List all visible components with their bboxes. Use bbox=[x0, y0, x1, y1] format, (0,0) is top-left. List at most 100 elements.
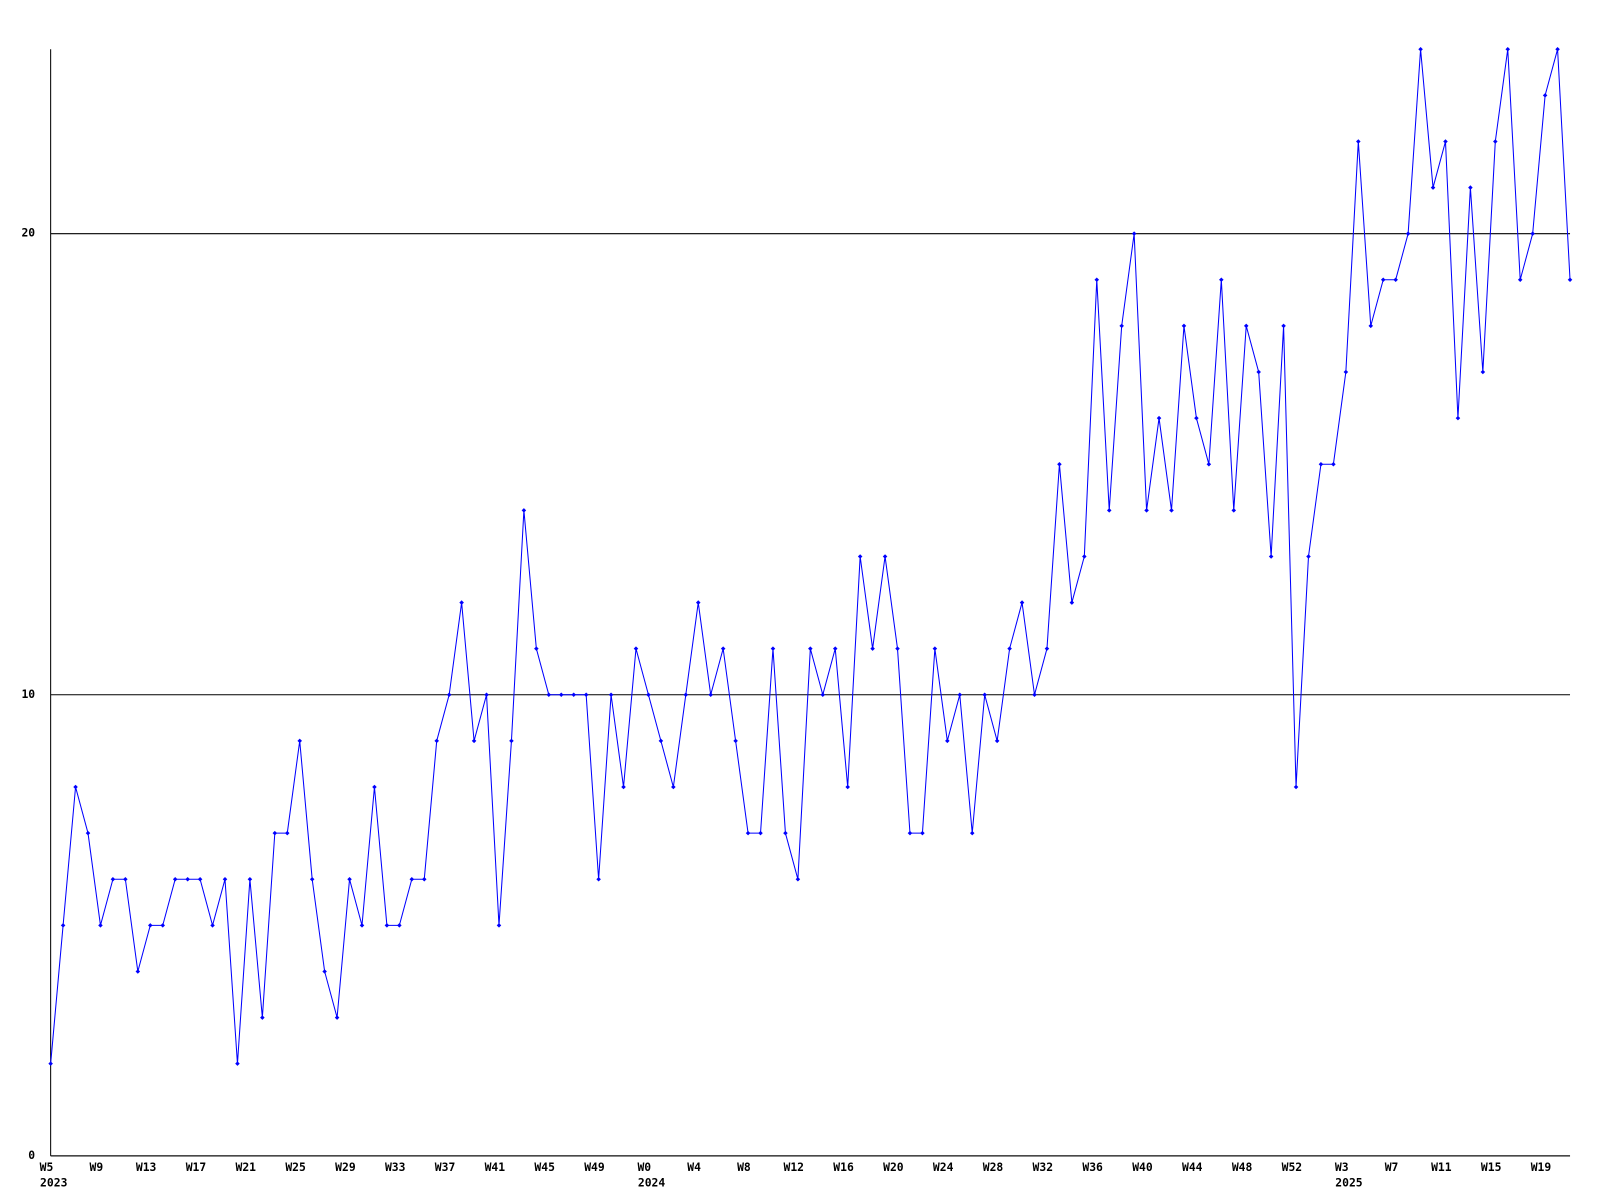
point-marker bbox=[820, 692, 826, 698]
x-tick-label: W24 bbox=[933, 1160, 954, 1174]
point-marker bbox=[521, 508, 527, 513]
point-marker bbox=[284, 830, 290, 836]
point-marker bbox=[783, 830, 788, 836]
point-marker bbox=[683, 692, 689, 698]
point-marker bbox=[1405, 231, 1411, 236]
point-marker bbox=[558, 692, 564, 698]
point-marker bbox=[1169, 508, 1174, 513]
point-marker bbox=[708, 692, 713, 698]
x-tick-label: W3 bbox=[1335, 1160, 1349, 1174]
point-marker bbox=[857, 554, 863, 559]
x-tick-label: W0 bbox=[637, 1160, 651, 1174]
x-tick-label: W33 bbox=[385, 1160, 406, 1174]
point-marker bbox=[1069, 600, 1075, 605]
point-marker bbox=[1418, 46, 1423, 52]
point-marker bbox=[633, 646, 639, 651]
point-marker bbox=[546, 692, 552, 698]
point-marker bbox=[1293, 784, 1299, 790]
point-marker bbox=[770, 646, 776, 651]
point-marker bbox=[1356, 139, 1361, 144]
point-marker bbox=[160, 923, 166, 928]
point-marker bbox=[808, 646, 813, 651]
point-marker bbox=[1343, 369, 1349, 375]
point-marker bbox=[384, 923, 390, 928]
point-marker bbox=[60, 923, 66, 928]
point-marker bbox=[509, 738, 514, 744]
x-tick-label: W4 bbox=[687, 1160, 701, 1174]
point-marker bbox=[434, 738, 439, 744]
point-marker bbox=[1231, 508, 1237, 513]
point-marker bbox=[832, 646, 838, 651]
point-marker bbox=[334, 1015, 340, 1020]
point-marker bbox=[1281, 323, 1286, 329]
point-marker bbox=[496, 923, 502, 928]
point-marker bbox=[1156, 415, 1162, 421]
x-tick-label: W40 bbox=[1132, 1160, 1153, 1174]
point-marker bbox=[397, 923, 402, 928]
x-tick-label: W21 bbox=[236, 1160, 257, 1174]
point-marker bbox=[1206, 461, 1212, 467]
point-marker bbox=[994, 738, 1000, 744]
point-marker bbox=[621, 784, 626, 790]
point-marker bbox=[1144, 508, 1149, 513]
point-marker bbox=[1181, 323, 1187, 329]
point-marker bbox=[372, 784, 377, 790]
point-marker bbox=[969, 830, 975, 836]
y-tick-label: 20 bbox=[21, 226, 35, 240]
x-tick-label: W44 bbox=[1182, 1160, 1203, 1174]
point-marker bbox=[870, 646, 875, 651]
x-tick-label: W15 bbox=[1481, 1160, 1502, 1174]
point-marker bbox=[272, 830, 278, 836]
point-marker bbox=[720, 646, 726, 651]
point-marker bbox=[1032, 692, 1037, 698]
point-marker bbox=[235, 1061, 240, 1066]
point-marker bbox=[484, 692, 489, 698]
point-marker bbox=[98, 923, 103, 928]
point-marker bbox=[459, 600, 464, 605]
point-marker bbox=[1318, 461, 1324, 467]
point-marker bbox=[1119, 323, 1124, 329]
point-marker bbox=[1542, 93, 1548, 98]
year-label: 2025 bbox=[1335, 1176, 1363, 1190]
point-marker bbox=[733, 738, 738, 744]
y-tick-label: 0 bbox=[28, 1148, 35, 1162]
point-marker bbox=[1019, 600, 1025, 605]
point-marker bbox=[260, 1015, 265, 1020]
point-marker bbox=[210, 923, 215, 928]
point-marker bbox=[646, 692, 651, 698]
x-tick-label: W16 bbox=[833, 1160, 854, 1174]
point-marker bbox=[1331, 461, 1336, 467]
point-marker bbox=[222, 876, 228, 882]
x-tick-label: W9 bbox=[89, 1160, 103, 1174]
point-marker bbox=[185, 876, 190, 882]
point-marker bbox=[1219, 277, 1224, 283]
x-tick-label: W28 bbox=[983, 1160, 1004, 1174]
point-marker bbox=[1443, 139, 1448, 144]
x-tick-label: W41 bbox=[485, 1160, 506, 1174]
x-tick-label: W49 bbox=[584, 1160, 605, 1174]
x-tick-label: W52 bbox=[1282, 1160, 1303, 1174]
point-marker bbox=[347, 876, 352, 882]
point-marker bbox=[1480, 369, 1486, 375]
point-marker bbox=[446, 692, 452, 698]
point-marker bbox=[1194, 415, 1199, 421]
point-marker bbox=[1243, 323, 1249, 329]
point-marker bbox=[1555, 46, 1560, 52]
point-marker bbox=[695, 600, 701, 605]
point-marker bbox=[1007, 646, 1012, 651]
point-marker bbox=[596, 876, 601, 882]
point-marker bbox=[309, 876, 315, 882]
x-tick-label: W20 bbox=[883, 1160, 904, 1174]
point-marker bbox=[920, 830, 925, 836]
point-marker bbox=[571, 692, 576, 698]
year-label: 2024 bbox=[638, 1176, 666, 1190]
point-marker bbox=[1368, 323, 1374, 329]
point-marker bbox=[658, 738, 664, 744]
point-marker bbox=[471, 738, 477, 744]
point-marker bbox=[945, 738, 950, 744]
point-marker bbox=[583, 692, 589, 698]
point-marker bbox=[1057, 461, 1062, 467]
point-marker bbox=[135, 969, 141, 974]
point-marker bbox=[85, 830, 91, 836]
